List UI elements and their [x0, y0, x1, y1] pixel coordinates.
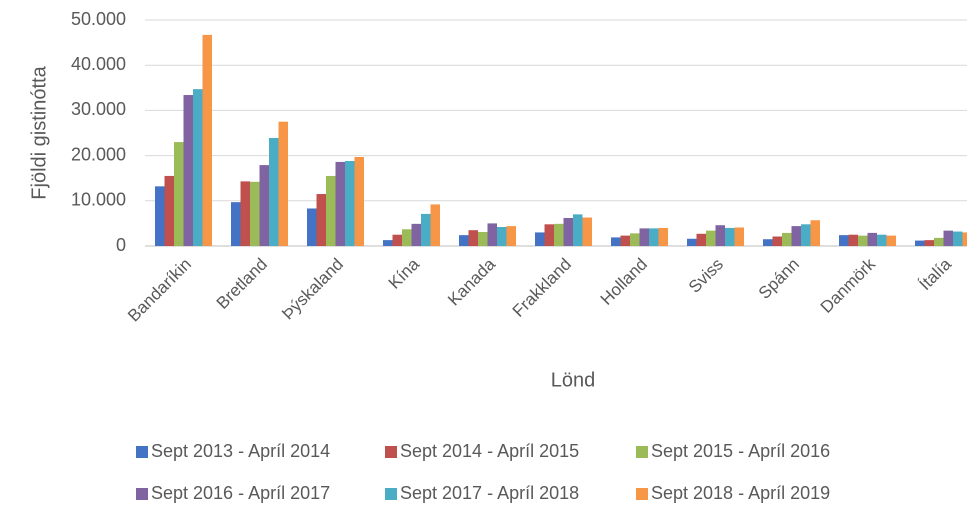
bar	[782, 232, 792, 246]
bar	[706, 230, 716, 246]
legend-swatch	[136, 488, 148, 500]
bar	[478, 231, 488, 246]
bar	[858, 235, 868, 246]
bar	[915, 240, 925, 246]
x-tick-label: Þýskaland	[278, 255, 347, 324]
y-tick-label: 10.000	[71, 190, 126, 210]
bar	[611, 237, 621, 246]
bar	[193, 89, 203, 246]
legend-label: Sept 2014 - Apríl 2015	[400, 441, 579, 461]
y-tick-label: 20.000	[71, 144, 126, 164]
legend-label: Sept 2016 - Apríl 2017	[151, 483, 330, 503]
legend-label: Sept 2018 - Apríl 2019	[651, 483, 830, 503]
legend-swatch	[136, 446, 148, 458]
bar	[269, 137, 279, 246]
bar	[639, 228, 649, 246]
bar	[563, 217, 573, 246]
bar	[848, 234, 858, 246]
legend-swatch	[385, 446, 397, 458]
bar	[250, 181, 260, 246]
bar	[411, 223, 421, 246]
x-tick-label: Bandaríkin	[124, 255, 195, 326]
bar	[506, 226, 516, 246]
x-tick-label: Kína	[385, 254, 424, 293]
bar	[459, 235, 469, 246]
bar	[658, 227, 668, 246]
bar	[430, 204, 440, 246]
legend-swatch	[636, 446, 648, 458]
bar	[810, 220, 820, 246]
bar	[554, 223, 564, 246]
bar	[962, 232, 967, 246]
bar	[497, 227, 507, 246]
legend-label: Sept 2015 - Apríl 2016	[651, 441, 830, 461]
bar	[155, 186, 165, 246]
bar	[877, 234, 887, 246]
x-tick-label: Spánn	[755, 255, 803, 303]
legend-swatch	[636, 488, 648, 500]
bar	[649, 228, 659, 246]
bar	[231, 202, 241, 246]
bar	[687, 238, 697, 246]
bar	[259, 165, 269, 246]
bar	[468, 230, 478, 246]
bar	[402, 229, 412, 246]
y-axis-title: Fjöldi gistinótta	[28, 65, 50, 199]
bar	[307, 208, 317, 246]
bar	[943, 230, 953, 246]
bar	[174, 142, 184, 246]
bar	[487, 223, 497, 246]
bar	[326, 175, 336, 246]
bar	[772, 236, 782, 246]
x-tick-label: Ítalía	[916, 254, 956, 294]
bar	[421, 213, 431, 246]
bar	[725, 227, 735, 246]
legend-label: Sept 2017 - Apríl 2018	[400, 483, 579, 503]
bar	[354, 156, 364, 246]
bar	[934, 237, 944, 246]
bar	[867, 232, 877, 246]
bar	[335, 161, 345, 246]
bar	[240, 181, 250, 246]
bar	[801, 224, 811, 246]
x-tick-label: Sviss	[685, 255, 727, 297]
y-tick-label: 50.000	[71, 9, 126, 29]
bar	[620, 235, 630, 246]
x-tick-label: Danmörk	[817, 254, 880, 317]
bar	[839, 235, 849, 246]
x-axis-title: Lönd	[551, 369, 596, 391]
bar	[183, 95, 193, 246]
bar	[316, 194, 326, 246]
bar	[392, 234, 402, 246]
x-tick-label: Holland	[597, 255, 651, 309]
y-tick-label: 40.000	[71, 54, 126, 74]
bar	[573, 214, 583, 246]
y-tick-label: 0	[116, 235, 126, 255]
y-tick-label: 30.000	[71, 99, 126, 119]
bar	[734, 227, 744, 246]
bar	[791, 226, 801, 246]
bar	[345, 161, 355, 246]
bar	[763, 239, 773, 246]
x-tick-label: Frakkland	[509, 255, 575, 321]
bar	[383, 240, 393, 246]
bar	[582, 217, 592, 246]
bar	[953, 231, 963, 246]
bar	[164, 175, 174, 246]
bar	[924, 240, 934, 246]
legend-label: Sept 2013 - Apríl 2014	[151, 441, 330, 461]
legend-swatch	[385, 488, 397, 500]
bar	[278, 121, 288, 246]
bar	[696, 233, 706, 246]
bar	[202, 34, 212, 246]
bar	[715, 225, 725, 246]
bar	[544, 224, 554, 246]
x-tick-label: Bretland	[213, 255, 271, 313]
bar	[535, 232, 545, 246]
bar	[630, 233, 640, 246]
bar	[886, 235, 896, 246]
x-tick-label: Kanada	[444, 254, 499, 309]
